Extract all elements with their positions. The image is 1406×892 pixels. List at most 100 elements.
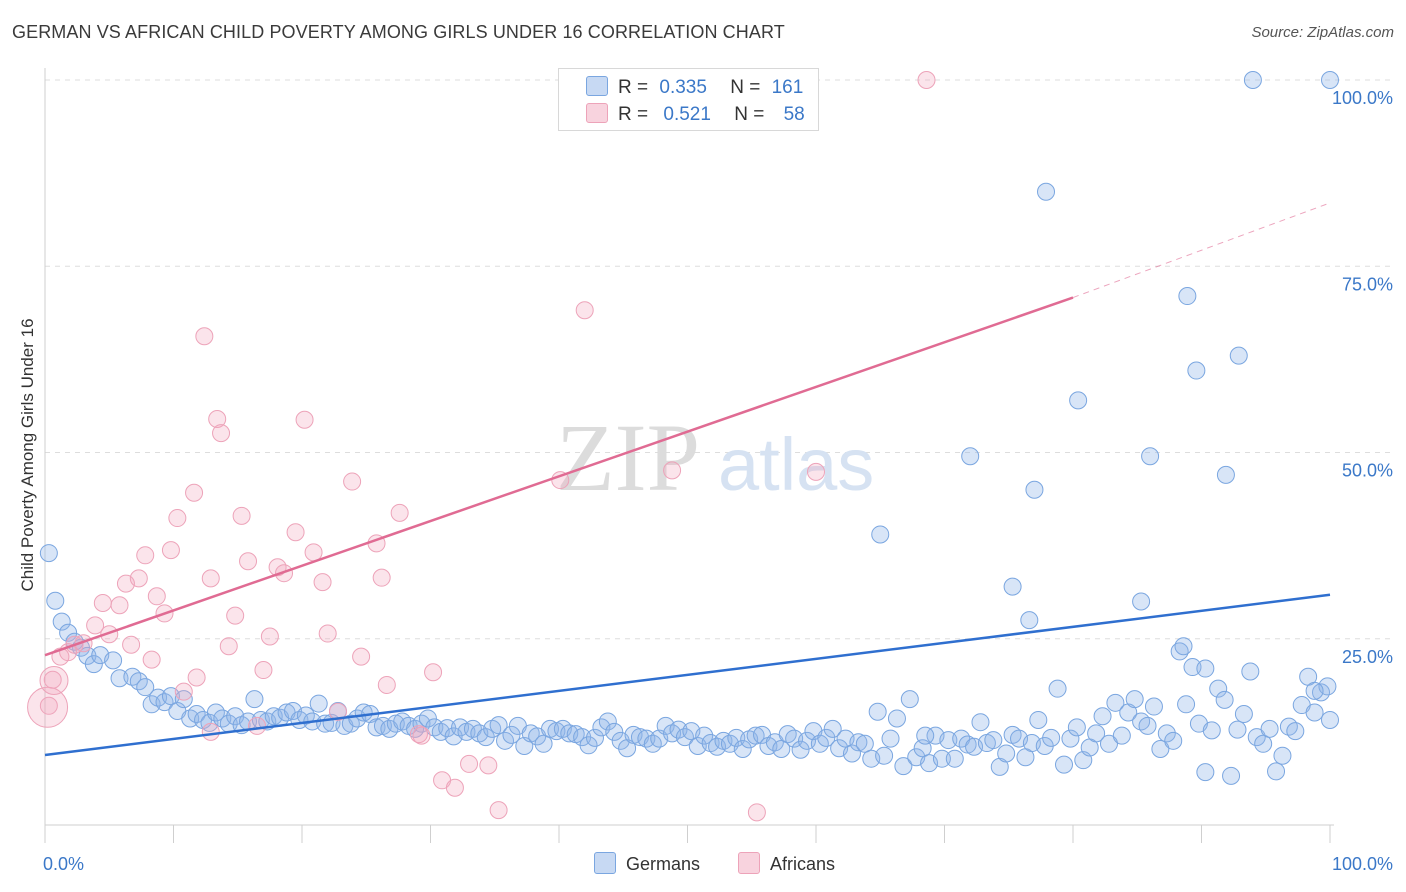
- german-point: [1286, 722, 1305, 741]
- german-point: [367, 718, 386, 737]
- african-point: [136, 546, 155, 565]
- german-point: [932, 749, 951, 768]
- african-point: [212, 424, 231, 443]
- african-point: [260, 627, 279, 646]
- german-point: [1144, 697, 1163, 716]
- german-point: [1174, 637, 1193, 656]
- legend-n-label: N =: [730, 77, 761, 98]
- german-point: [1228, 720, 1247, 739]
- x-tick-label: 0.0%: [43, 854, 84, 874]
- trend-lines: [44, 202, 1331, 757]
- legend-r-label: R =: [618, 104, 649, 125]
- african-point: [142, 650, 161, 669]
- african-point: [208, 409, 227, 428]
- german-point: [1177, 695, 1196, 714]
- german-point: [1267, 762, 1286, 781]
- y-tick-label: 100.0%: [1332, 88, 1393, 108]
- german-point: [817, 728, 836, 747]
- german-point: [881, 729, 900, 748]
- german-point: [1229, 346, 1248, 365]
- german-trend-line: [44, 593, 1331, 757]
- german-point: [887, 709, 906, 728]
- german-point: [1241, 662, 1260, 681]
- african-point: [201, 722, 220, 741]
- german-point: [579, 736, 598, 755]
- watermark: ZIP atlas: [556, 404, 874, 511]
- german-point: [1222, 766, 1241, 785]
- african-point: [479, 756, 498, 775]
- german-point: [1196, 659, 1215, 678]
- african-point: [232, 506, 251, 525]
- african-point: [318, 624, 337, 643]
- african-point: [489, 801, 508, 820]
- african-point: [412, 726, 431, 745]
- african-point: [185, 483, 204, 502]
- african-point-large: [27, 686, 69, 728]
- german-point: [772, 740, 791, 759]
- y-tick-label: 25.0%: [1342, 647, 1393, 667]
- german-point: [971, 713, 990, 732]
- african-points: [27, 71, 936, 822]
- german-point: [1196, 763, 1215, 782]
- african-point: [201, 569, 220, 588]
- axes: [44, 68, 1334, 843]
- german-point: [746, 726, 765, 745]
- african-point: [663, 461, 682, 480]
- german-point: [1321, 710, 1339, 729]
- german-point: [1003, 577, 1022, 596]
- german-point: [1020, 611, 1039, 630]
- german-point: [1305, 703, 1324, 722]
- german-point: [849, 733, 868, 752]
- german-point: [1093, 707, 1112, 726]
- german-point: [1069, 391, 1088, 410]
- african-point: [174, 682, 193, 701]
- german-point: [1157, 724, 1176, 743]
- german-point: [489, 716, 508, 735]
- german-point: [104, 651, 123, 670]
- german-point: [1178, 287, 1197, 306]
- german-point: [84, 655, 103, 674]
- german-point: [1215, 690, 1234, 709]
- african-point: [304, 543, 323, 562]
- german-point: [1061, 729, 1080, 748]
- german-point: [1055, 755, 1074, 774]
- german-point: [1067, 718, 1086, 737]
- african-point: [328, 702, 347, 721]
- bottom-legend-germans: Germans: [594, 852, 700, 875]
- german-point: [1243, 71, 1262, 89]
- german-point: [39, 544, 58, 563]
- african-point: [39, 696, 58, 715]
- african-point: [195, 327, 214, 346]
- german-point: [136, 678, 155, 697]
- german-point: [534, 734, 553, 753]
- german-point: [695, 726, 714, 745]
- african-point: [129, 569, 148, 588]
- african-point: [575, 301, 594, 320]
- german-point: [1042, 728, 1061, 747]
- legend: R = 0.335 N = 161 R = 0.521 N = 58: [558, 68, 819, 131]
- german-point: [1187, 361, 1206, 380]
- african-point: [377, 675, 396, 694]
- german-point: [1132, 592, 1151, 611]
- bottom-legend-swatch-africans: [738, 852, 760, 874]
- german-point: [997, 744, 1016, 763]
- german-point: [1273, 746, 1292, 765]
- german-point: [52, 612, 71, 631]
- african-point: [147, 587, 166, 606]
- german-points: [39, 71, 1339, 785]
- german-point: [418, 709, 437, 728]
- african-point: [93, 593, 112, 612]
- african-point: [390, 503, 409, 522]
- african-point: [86, 616, 105, 635]
- german-point: [1048, 679, 1067, 698]
- german-point: [984, 731, 1003, 750]
- german-point: [842, 744, 861, 763]
- german-point: [46, 591, 65, 610]
- german-point: [1106, 693, 1125, 712]
- german-point: [855, 734, 874, 753]
- german-point: [871, 525, 890, 544]
- german-point: [1254, 734, 1273, 753]
- german-point: [1260, 719, 1279, 738]
- legend-n-value-germans: 161: [771, 77, 804, 98]
- german-point: [1183, 658, 1202, 677]
